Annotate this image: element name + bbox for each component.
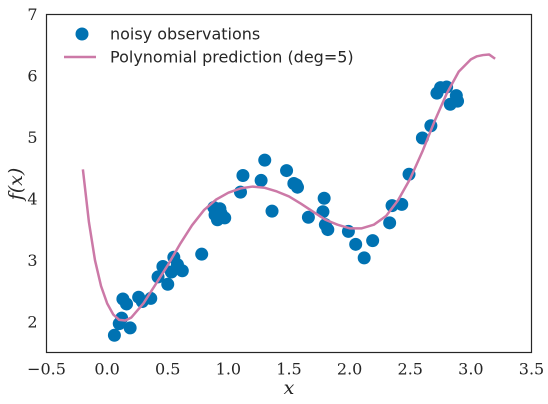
x-tick-label: −0.5	[27, 360, 66, 379]
x-axis-ticks: −0.5 0.0 0.5 1.0 1.5 2.0 2.5 3.0 3.5	[27, 360, 544, 379]
data-point	[218, 211, 232, 225]
data-point	[107, 328, 121, 342]
data-point	[123, 321, 137, 335]
x-tick-label: 0.5	[155, 360, 180, 379]
legend: noisy observations Polynomial prediction…	[64, 25, 354, 67]
y-axis-ticks: 2 3 4 5 6 7	[27, 5, 37, 331]
data-point	[317, 191, 331, 205]
y-tick-label: 4	[27, 189, 37, 208]
x-tick-label: 1.5	[276, 360, 301, 379]
prediction-line	[81, 53, 496, 322]
data-point	[265, 204, 279, 218]
data-point	[236, 169, 250, 183]
y-tick-label: 5	[27, 128, 37, 147]
data-point	[290, 180, 304, 194]
x-tick-label: 2.5	[398, 360, 423, 379]
y-tick-label: 3	[27, 251, 37, 270]
x-axis-label: x	[284, 377, 295, 399]
data-point	[258, 153, 272, 167]
legend-label-observations: noisy observations	[110, 25, 260, 44]
x-tick-label: 0.0	[94, 360, 119, 379]
data-point	[349, 237, 363, 251]
data-point	[357, 251, 371, 265]
y-tick-label: 2	[27, 312, 37, 331]
x-tick-label: 3.0	[458, 360, 483, 379]
legend-marker-observations	[75, 27, 89, 41]
x-tick-label: 1.0	[216, 360, 241, 379]
x-tick-label: 2.0	[337, 360, 362, 379]
data-point	[280, 164, 294, 178]
data-point	[321, 223, 335, 237]
y-axis-label: f(x)	[5, 168, 27, 203]
x-tick-label: 3.5	[519, 360, 544, 379]
data-point	[195, 247, 209, 261]
data-point	[254, 173, 268, 187]
data-point	[175, 264, 189, 278]
data-point	[383, 216, 397, 230]
y-tick-label: 6	[27, 66, 37, 85]
data-point	[366, 234, 380, 248]
data-point	[301, 210, 315, 224]
data-point	[120, 297, 134, 311]
axes-frame	[45, 13, 533, 354]
data-point	[451, 94, 465, 108]
legend-label-prediction: Polynomial prediction (deg=5)	[110, 48, 354, 67]
plot-area	[81, 53, 496, 342]
data-point	[161, 277, 175, 291]
y-tick-label: 7	[27, 5, 37, 24]
